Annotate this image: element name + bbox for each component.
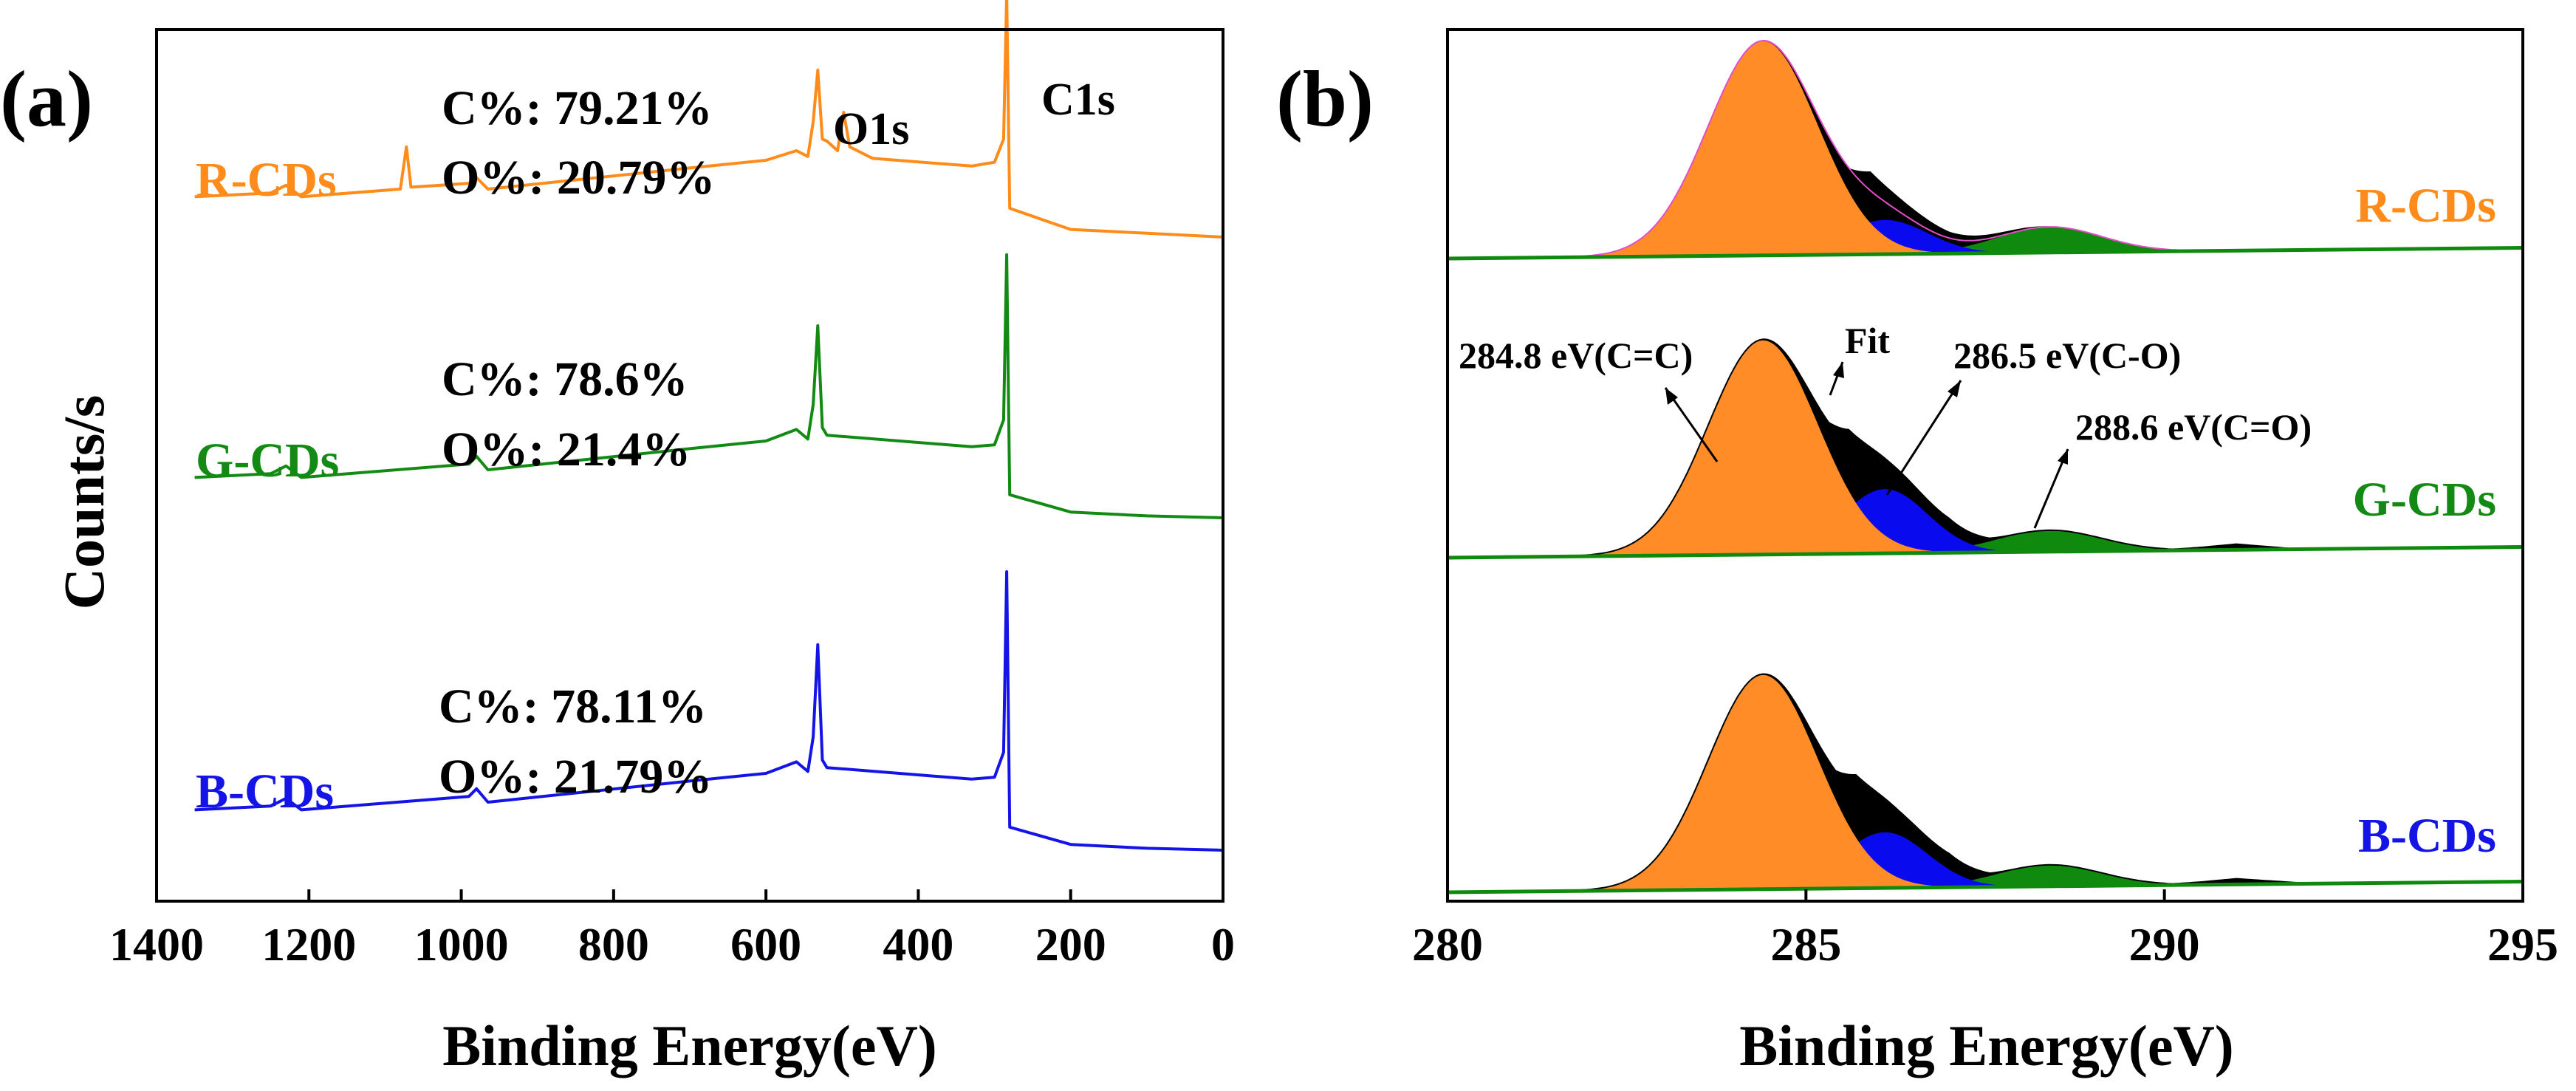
- b-cds-carbon-pct: C%: 78.11%: [439, 680, 707, 733]
- panel-b: (b) 280 285 290 295 R-CDs G-CDs B-CDs 284.8…: [1276, 28, 2558, 1078]
- x-tick-label: 0: [1211, 918, 1235, 971]
- x-tick-label: 280: [1412, 918, 1483, 971]
- panel-b-label: (b): [1276, 55, 1374, 143]
- r-cds-oxygen-pct: O%: 20.79%: [442, 151, 715, 205]
- co-component-label: 286.5 eV(C-O): [1953, 335, 2181, 376]
- x-tick-label: 600: [730, 918, 801, 971]
- panel-a: (a) Counts/s 1400 1200 1000 800 600 400 200 0 O…: [0, 0, 1235, 1078]
- g-cds-component-1-area: [1448, 340, 2523, 558]
- x-tick-label: 800: [578, 918, 649, 971]
- b-cds-label-b: B-CDs: [2358, 809, 2496, 863]
- panel-b-frame: [1446, 28, 2524, 903]
- b-cds-oxygen-pct: O%: 21.79%: [439, 750, 712, 804]
- o1s-peak-label: O1s: [833, 104, 909, 154]
- x-tick-label: 295: [2487, 918, 2558, 971]
- panel-b-x-ticks: 280 285 290 295: [1412, 889, 2558, 971]
- c-double-o-component-label: 288.6 eV(C=O): [2075, 406, 2312, 448]
- r-cds-component-1-area: [1448, 41, 2523, 259]
- g-cds-label-b: G-CDs: [2353, 473, 2496, 527]
- fit-arrowhead: [1833, 362, 1844, 378]
- b-cds-survey-line: [194, 570, 1224, 852]
- x-tick-label: 1200: [261, 918, 356, 971]
- panel-b-curves: [1447, 39, 2524, 895]
- x-tick-label: 200: [1035, 918, 1106, 971]
- g-cds-carbon-pct: C%: 78.6%: [442, 352, 688, 406]
- r-cds-carbon-pct: C%: 79.21%: [442, 81, 713, 135]
- r-cds-baseline: [1447, 246, 2524, 261]
- cc-arrowhead: [1665, 388, 1678, 405]
- b-cds-component-3-area: [1448, 864, 2523, 892]
- c1s-peak-label: C1s: [1041, 75, 1115, 125]
- co-arrowhead: [1948, 380, 1961, 397]
- x-tick-label: 400: [883, 918, 953, 971]
- b-cds-label-a: B-CDs: [196, 765, 334, 818]
- r-cds-label-b: R-CDs: [2355, 179, 2496, 233]
- panel-a-y-axis-title: Counts/s: [52, 395, 116, 609]
- co-arrow: [1885, 380, 1962, 496]
- c-double-o-arrowhead: [2058, 449, 2068, 465]
- x-tick-label: 1000: [414, 918, 509, 971]
- g-cds-label-a: G-CDs: [196, 434, 339, 488]
- x-tick-label: 285: [1770, 918, 1841, 971]
- cc-component-label: 284.8 eV(C=C): [1459, 335, 1693, 376]
- fit-label: Fit: [1845, 320, 1890, 361]
- b-cds-baseline: [1447, 880, 2524, 895]
- r-cds-survey-line: [194, 0, 1224, 239]
- x-tick-label: 290: [2129, 918, 2200, 971]
- panel-a-x-axis-title: Binding Energy(eV): [442, 1013, 937, 1078]
- r-cds-label-a: R-CDs: [196, 153, 337, 207]
- g-cds-component-3-area: [1448, 530, 2523, 558]
- g-cds-survey-line: [194, 253, 1224, 519]
- x-tick-label: 1400: [109, 918, 204, 971]
- panel-a-x-ticks: 1400 1200 1000 800 600 400 200 0: [109, 889, 1235, 971]
- panel-a-curves: [194, 0, 1224, 852]
- g-cds-oxygen-pct: O%: 21.4%: [442, 423, 691, 476]
- r-cds-component-3-area: [1448, 227, 2523, 259]
- b-cds-component-1-area: [1448, 674, 2523, 892]
- annotation-arrows: [1664, 361, 2069, 529]
- panel-a-frame: [155, 28, 1224, 903]
- g-cds-baseline: [1447, 545, 2524, 560]
- panel-b-x-axis-title: Binding Energy(eV): [1739, 1013, 2234, 1078]
- panel-a-label: (a): [0, 55, 93, 143]
